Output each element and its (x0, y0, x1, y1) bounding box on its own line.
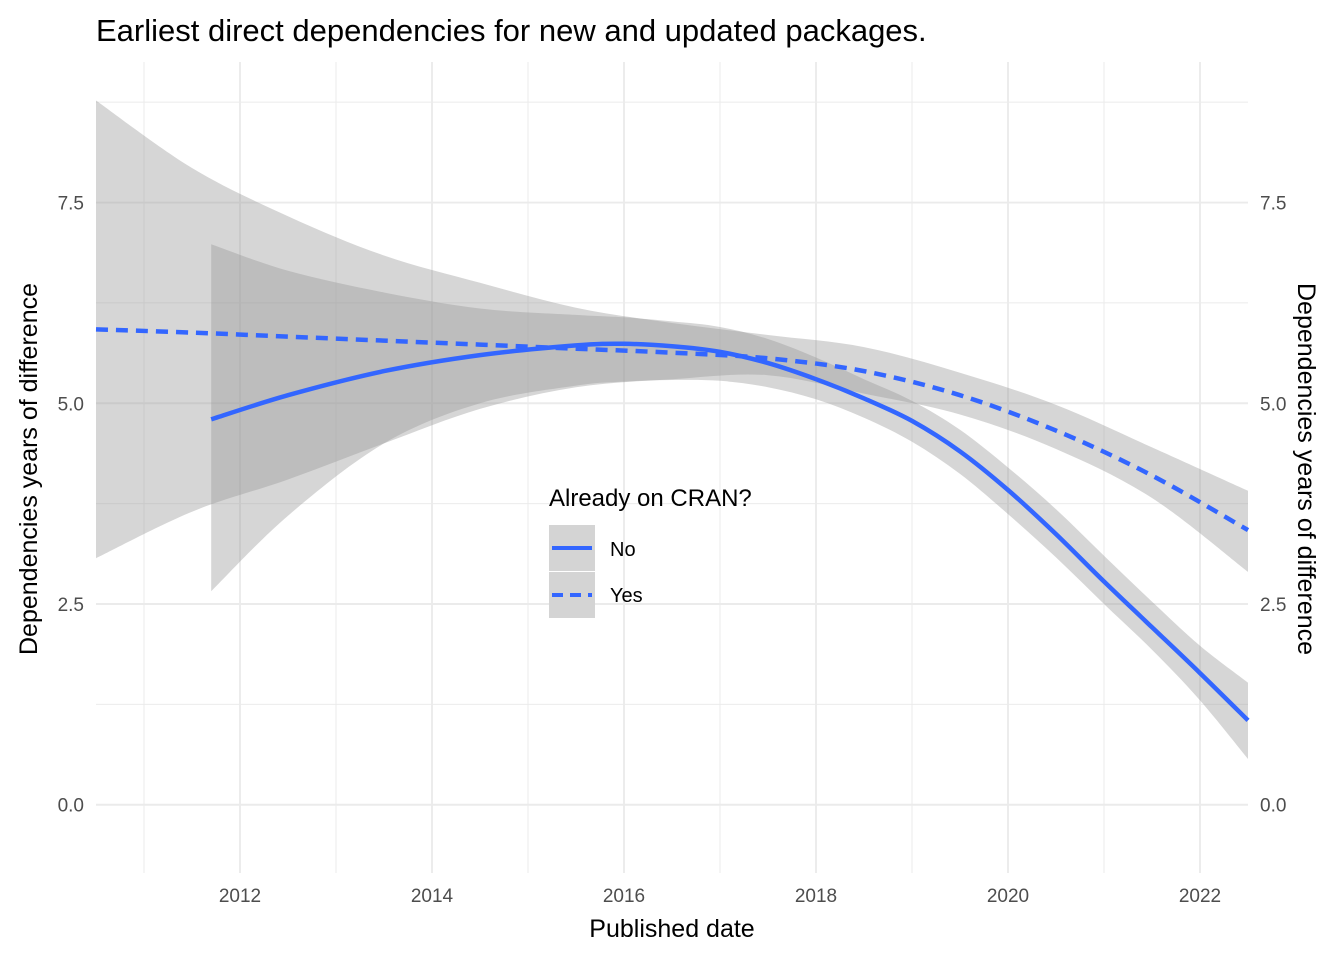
y-tick-label-right: 0.0 (1260, 796, 1286, 817)
series-lines (95, 327, 1250, 723)
series-line-no (210, 341, 1250, 723)
y-tick-label-left: 5.0 (58, 394, 84, 415)
grid-major (96, 62, 1248, 873)
legend: Already on CRAN? No Yes (549, 485, 752, 618)
confidence-bands (96, 100, 1249, 760)
y-axis-title-right: Dependencies years of difference (1292, 283, 1320, 655)
x-tick-label: 2020 (987, 886, 1029, 907)
y-tick-label-left: 7.5 (58, 194, 84, 215)
legend-label-no: No (610, 539, 636, 561)
y-tick-label-right: 5.0 (1260, 394, 1286, 415)
x-axis-ticks: 2012 2014 2016 2018 2020 2022 (219, 886, 1221, 907)
y-axis-left-ticks: 0.0 2.5 5.0 7.5 (58, 194, 84, 817)
y-axis-title-left: Dependencies years of difference (15, 283, 43, 655)
y-axis-right-ticks: 0.0 2.5 5.0 7.5 (1260, 194, 1286, 817)
y-tick-label-right: 7.5 (1260, 194, 1286, 215)
legend-title: Already on CRAN? (549, 485, 752, 512)
legend-label-yes: Yes (610, 585, 643, 607)
x-tick-label: 2012 (219, 886, 261, 907)
grid-minor (96, 62, 1248, 873)
confidence-band-no (211, 244, 1249, 760)
chart-title: Earliest direct dependencies for new and… (96, 13, 927, 48)
x-tick-label: 2016 (603, 886, 645, 907)
y-tick-label-right: 2.5 (1260, 595, 1286, 616)
x-axis-title: Published date (589, 915, 754, 943)
x-tick-label: 2022 (1179, 886, 1221, 907)
x-tick-label: 2018 (795, 886, 837, 907)
confidence-band-yes (96, 100, 1248, 572)
y-tick-label-left: 2.5 (58, 595, 84, 616)
x-tick-label: 2014 (411, 886, 454, 907)
y-tick-label-left: 0.0 (58, 796, 84, 817)
series-line-yes (95, 327, 1250, 533)
